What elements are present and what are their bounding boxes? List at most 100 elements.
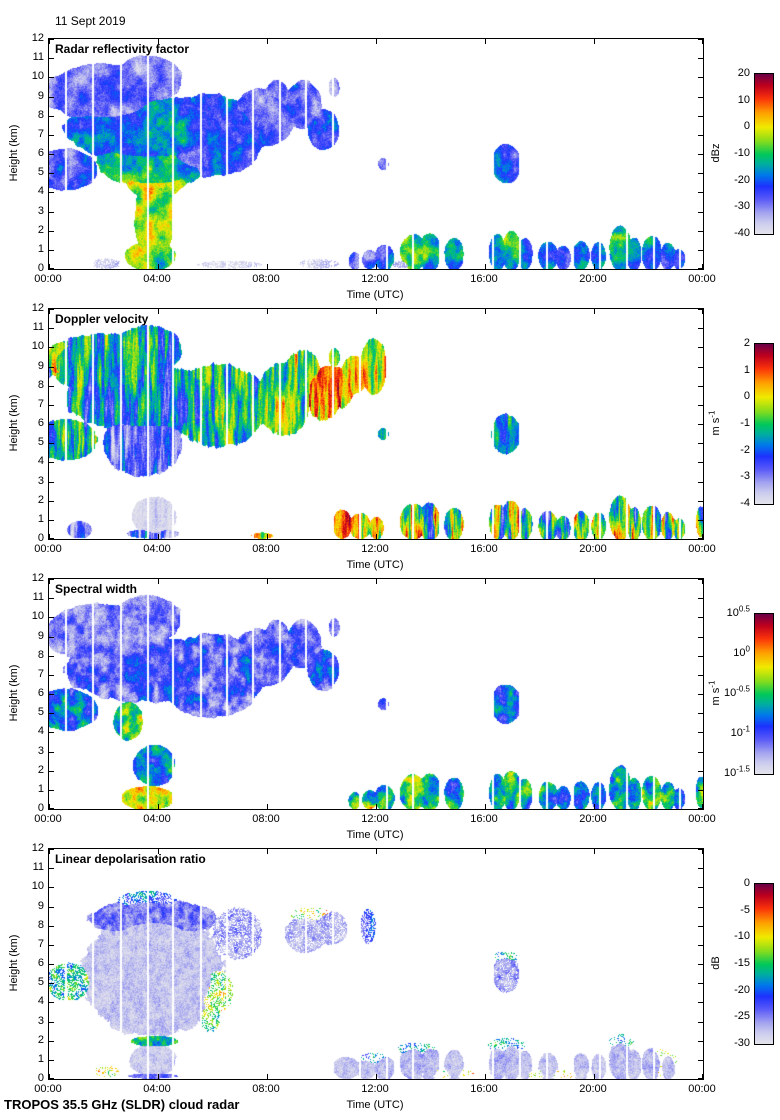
tick-left <box>49 231 54 232</box>
tick-right <box>698 790 703 791</box>
tick-left <box>49 1002 54 1003</box>
tick-left <box>49 192 54 193</box>
y-tick-label: 6 <box>37 687 44 699</box>
tick-right <box>698 39 703 40</box>
tick-left <box>49 752 54 753</box>
colorbar-tick-label: -25 <box>734 1010 750 1023</box>
colorbar-tick-label: -5 <box>740 903 750 916</box>
tick-right <box>698 868 703 869</box>
x-tick-label: 08:00 <box>252 543 280 555</box>
tick-right <box>698 579 703 580</box>
tick-left <box>49 268 54 269</box>
tick-top <box>158 309 159 314</box>
tick-bottom <box>49 1074 50 1079</box>
y-tick-label: 9 <box>37 359 44 372</box>
tick-top <box>485 579 486 584</box>
tick-right <box>698 268 703 269</box>
tick-left <box>49 713 54 714</box>
colorbar-unit-label: m s-1 <box>707 410 722 436</box>
colorbar-unit-label: m s-1 <box>707 680 722 706</box>
plot-area-ldr: Linear depolarisation ratio <box>48 848 704 1080</box>
y-tick-label: 8 <box>37 918 44 931</box>
tick-left <box>49 309 54 310</box>
tick-left <box>49 58 54 59</box>
y-tick-label: 1 <box>37 512 44 525</box>
tick-left <box>49 367 54 368</box>
x-tick-label: 00:00 <box>34 273 62 285</box>
tick-left <box>49 1041 54 1042</box>
tick-right <box>698 192 703 193</box>
y-tick-label: 0 <box>37 262 44 274</box>
y-tick-label: 0 <box>37 1072 44 1084</box>
y-tick-label: 9 <box>37 89 44 102</box>
tick-left <box>49 135 54 136</box>
x-axis-label: Time (UTC) <box>346 1099 404 1111</box>
tick-right <box>698 328 703 329</box>
tick-right <box>698 97 703 98</box>
y-tick-label: 4 <box>37 185 44 198</box>
tick-bottom <box>267 264 268 269</box>
tick-left <box>49 849 54 850</box>
y-tick-label: 5 <box>37 706 44 719</box>
x-tick-label: 20:00 <box>579 1083 607 1095</box>
tick-left <box>49 983 54 984</box>
tick-bottom <box>485 804 486 809</box>
y-tick-label: 5 <box>37 976 44 989</box>
colorbar-gradient <box>755 344 773 504</box>
x-axis-label: Time (UTC) <box>346 289 404 301</box>
tick-top <box>594 39 595 44</box>
tick-left <box>49 732 54 733</box>
y-tick-label: 4 <box>37 995 44 1008</box>
panel-title: Spectral width <box>55 582 138 596</box>
panel-title: Radar reflectivity factor <box>55 42 190 56</box>
y-axis-label: Height (km) <box>8 394 20 452</box>
tick-right <box>698 617 703 618</box>
colorbar <box>754 883 774 1045</box>
colorbar-tick-label: 10-0.5 <box>723 684 750 699</box>
tick-left <box>49 212 54 213</box>
tick-right <box>698 713 703 714</box>
tick-left <box>49 656 54 657</box>
tick-left <box>49 538 54 539</box>
tick-right <box>698 212 703 213</box>
colorbar-tick-label: 10-1.5 <box>723 764 750 779</box>
tick-top <box>267 39 268 44</box>
x-tick-label: 00:00 <box>688 543 716 555</box>
tick-right <box>698 538 703 539</box>
plot-canvas <box>49 849 703 1079</box>
y-tick-label: 12 <box>31 32 44 44</box>
tick-left <box>49 926 54 927</box>
tick-right <box>698 1078 703 1079</box>
colorbar-unit-label: dB <box>710 956 722 970</box>
tick-left <box>49 694 54 695</box>
y-axis-label: Height (km) <box>8 124 20 182</box>
tick-top <box>702 849 703 854</box>
y-tick-label: 10 <box>31 340 44 353</box>
y-tick-label: 5 <box>37 166 44 179</box>
x-tick-label: 20:00 <box>579 813 607 825</box>
tick-bottom <box>594 264 595 269</box>
x-tick-label: 16:00 <box>470 543 498 555</box>
colorbar-tick-label: -10 <box>734 930 750 943</box>
tick-right <box>698 231 703 232</box>
tick-right <box>698 443 703 444</box>
tick-right <box>698 309 703 310</box>
tick-left <box>49 39 54 40</box>
tick-bottom <box>158 804 159 809</box>
y-tick-label: 9 <box>37 629 44 642</box>
y-tick-label: 2 <box>37 1033 44 1046</box>
y-tick-label: 1 <box>37 782 44 795</box>
colorbar <box>754 613 774 775</box>
plot-canvas <box>49 309 703 539</box>
tick-top <box>702 309 703 314</box>
y-tick-label: 6 <box>37 957 44 969</box>
colorbar-tick-label: 100.5 <box>726 604 750 619</box>
tick-right <box>698 945 703 946</box>
tick-top <box>594 849 595 854</box>
colorbar-tick-label: -20 <box>734 983 750 996</box>
tick-bottom <box>158 534 159 539</box>
tick-left <box>49 887 54 888</box>
x-tick-label: 20:00 <box>579 273 607 285</box>
tick-left <box>49 964 54 965</box>
y-tick-label: 12 <box>31 302 44 314</box>
